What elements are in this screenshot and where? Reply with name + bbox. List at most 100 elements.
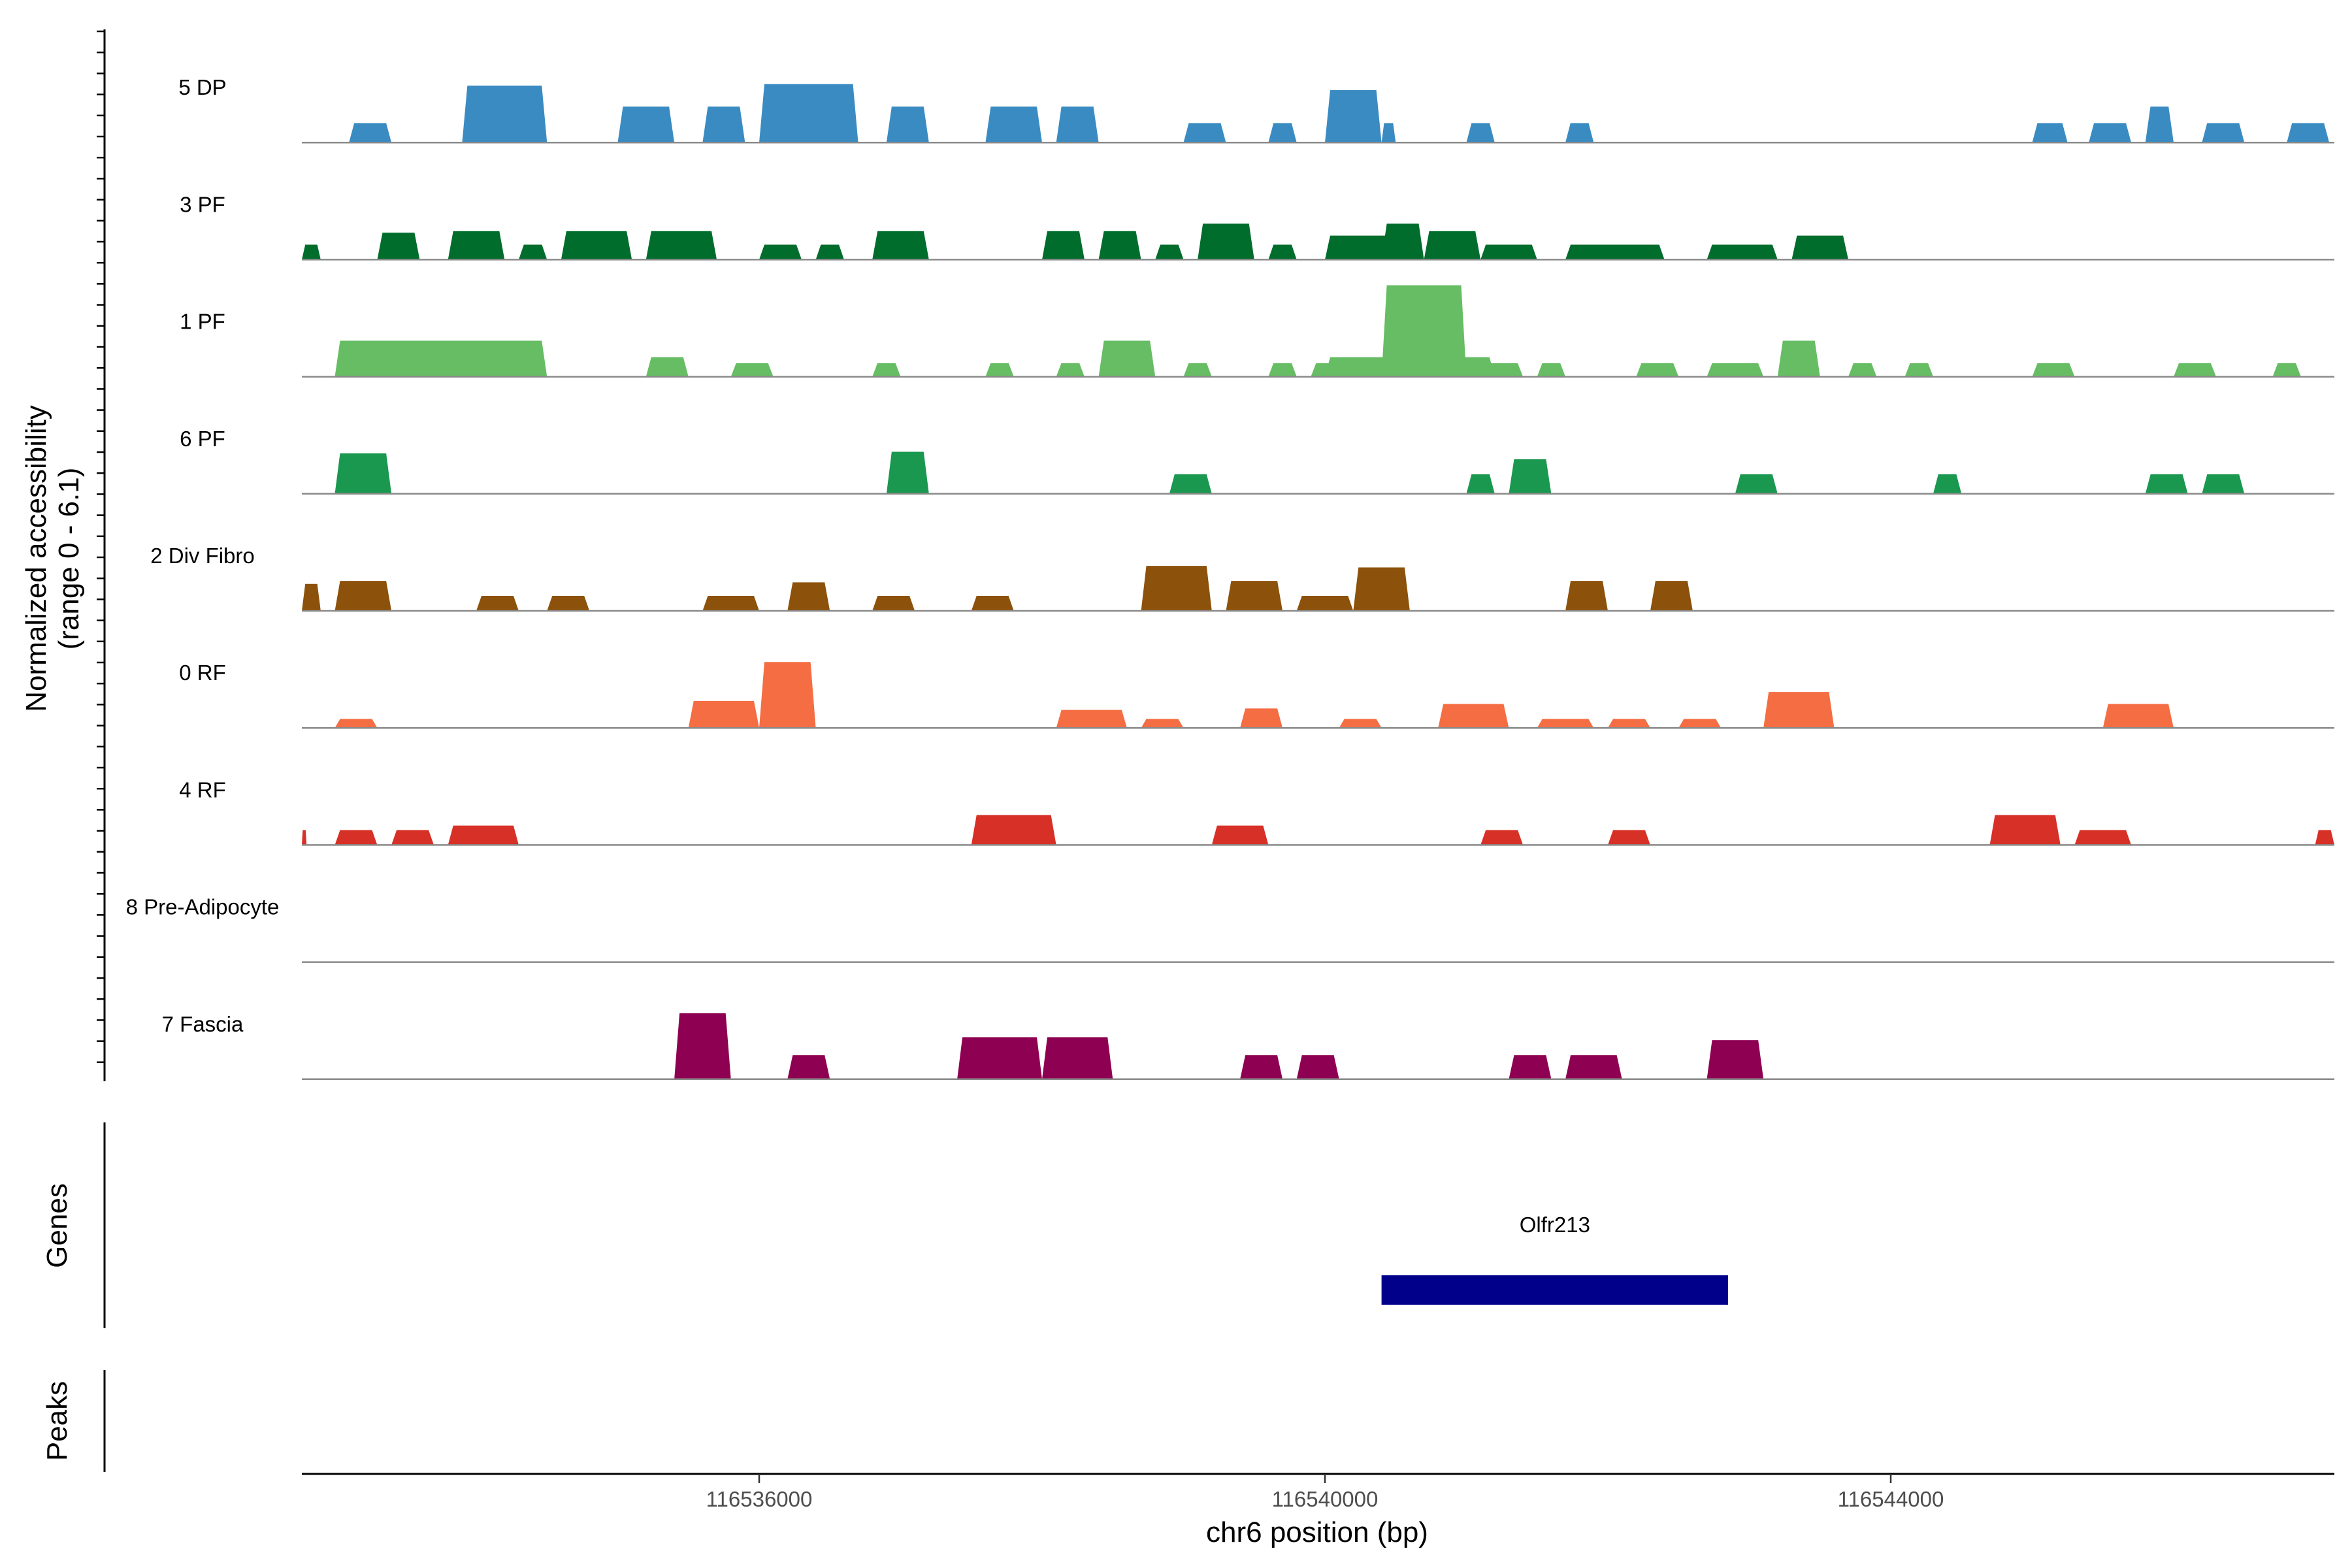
coverage-peak	[1296, 596, 1354, 611]
track-label: 0 RF	[179, 661, 226, 685]
track-label: 7 Fascia	[162, 1012, 244, 1036]
coverage-peak	[335, 453, 392, 494]
coverage-peak	[985, 363, 1014, 377]
coverage-peak	[886, 451, 929, 494]
coverage-peak	[2145, 474, 2188, 494]
coverage-peak	[462, 85, 547, 143]
coverage-peak	[1381, 285, 1467, 377]
coverage-peak	[377, 233, 420, 260]
x-tick-label: 116536000	[706, 1487, 813, 1511]
coverage-peak	[1211, 825, 1269, 845]
coverage-peak	[2145, 106, 2174, 143]
coverage-peak	[1989, 815, 2061, 845]
coverage-peak	[702, 596, 759, 611]
coverage-peak	[1183, 363, 1212, 377]
track-label: 4 RF	[179, 777, 226, 802]
coverage-peak	[2032, 363, 2075, 377]
coverage-peak	[476, 596, 519, 611]
coverage-peak	[1042, 231, 1085, 260]
coverage-peak	[1098, 231, 1141, 260]
coverage-peak	[1240, 708, 1283, 728]
coverage-peak	[1480, 244, 1537, 260]
coverage-peak	[1353, 567, 1410, 611]
track-3-pf: 3 PF	[180, 192, 2334, 261]
coverage-peak	[759, 662, 816, 728]
track-label: 3 PF	[180, 192, 225, 216]
coverage-peak	[1325, 90, 1382, 143]
x-tick-label: 116540000	[1272, 1487, 1379, 1511]
coverage-peak	[1438, 704, 1509, 728]
coverage-peak	[1466, 474, 1495, 494]
coverage-peak	[1381, 123, 1396, 143]
coverage-peak	[1636, 363, 1679, 377]
coverage-peak	[1240, 1055, 1283, 1079]
coverage-peak	[2202, 123, 2245, 143]
coverage-peak	[617, 106, 675, 143]
coverage-peak	[1381, 223, 1424, 260]
coverage-peak	[1226, 581, 1283, 611]
coverage-peak	[349, 123, 392, 143]
coverage-peak	[2074, 830, 2132, 845]
coverage-peak	[335, 719, 378, 728]
coverage-peak	[1169, 474, 1212, 494]
coverage-peak	[2089, 123, 2132, 143]
coverage-peak	[1608, 830, 1650, 845]
coverage-peak	[1565, 244, 1665, 260]
y-axis-title-line2: (range 0 - 6.1)	[53, 468, 85, 650]
coverage-peak	[1721, 363, 1764, 377]
coverage-peak	[1466, 123, 1495, 143]
coverage-peak	[302, 244, 321, 260]
coverage-peak	[1707, 244, 1778, 260]
coverage-peak	[1141, 719, 1184, 728]
coverage-peak	[730, 363, 774, 377]
coverage-peak	[1056, 710, 1127, 728]
coverage-peak	[1565, 581, 1608, 611]
coverage-peak	[335, 581, 392, 611]
coverage-peak	[1565, 1055, 1622, 1079]
accessibility-y-ticks	[97, 30, 105, 1064]
coverage-peak	[335, 830, 378, 845]
coverage-peak	[1735, 474, 1778, 494]
coverage-peak	[335, 340, 547, 377]
coverage-peak	[886, 106, 929, 143]
coverage-peak	[518, 244, 547, 260]
coverage-peak	[1056, 106, 1099, 143]
coverage-peak	[2174, 363, 2216, 377]
coverage-peak	[2315, 830, 2334, 845]
coverage-peak	[2287, 123, 2330, 143]
coverage-peak	[448, 825, 519, 845]
track-label: 8 Pre-Adipocyte	[126, 895, 280, 919]
coverage-peak	[872, 231, 929, 260]
coverage-peak	[1707, 1040, 1764, 1079]
coverage-peak	[1763, 692, 1835, 728]
track-0-rf: 0 RF	[179, 661, 2334, 729]
coverage-peak	[302, 583, 321, 611]
coverage-peak	[985, 106, 1042, 143]
coverage-peak	[448, 231, 505, 260]
coverage-peak	[1098, 340, 1156, 377]
coverage-peak	[1268, 363, 1297, 377]
coverage-peak	[302, 830, 307, 845]
coverage-peak	[1608, 719, 1650, 728]
coverage-tracks: 5 DP 3 PF 1 PF 6 PF 2 Div Fibro 0 RF 4 RF 8 Pre…	[126, 75, 2334, 1081]
coverage-peak	[1509, 459, 1552, 494]
coverage-peak	[1650, 581, 1693, 611]
y-axis-title-line1: Normalized accessibility	[20, 405, 52, 711]
coverage-peak	[674, 1013, 731, 1079]
track-5-dp: 5 DP	[178, 75, 2334, 144]
coverage-peak	[759, 244, 802, 260]
coverage-peak	[1042, 1037, 1113, 1079]
coverage-peak	[645, 357, 689, 377]
coverage-peak	[547, 596, 590, 611]
coverage-peak	[1933, 474, 1962, 494]
coverage-peak	[1268, 123, 1297, 143]
coverage-peak	[561, 231, 632, 260]
coverage-peak	[872, 363, 901, 377]
track-label: 2 Div Fibro	[150, 544, 255, 568]
coverage-peak	[1678, 719, 1722, 728]
coverage-peak	[2032, 123, 2068, 143]
x-axis-ticks: 116536000 116540000 116544000	[706, 1474, 1944, 1511]
coverage-peak	[645, 231, 717, 260]
coverage-peak	[2102, 704, 2174, 728]
